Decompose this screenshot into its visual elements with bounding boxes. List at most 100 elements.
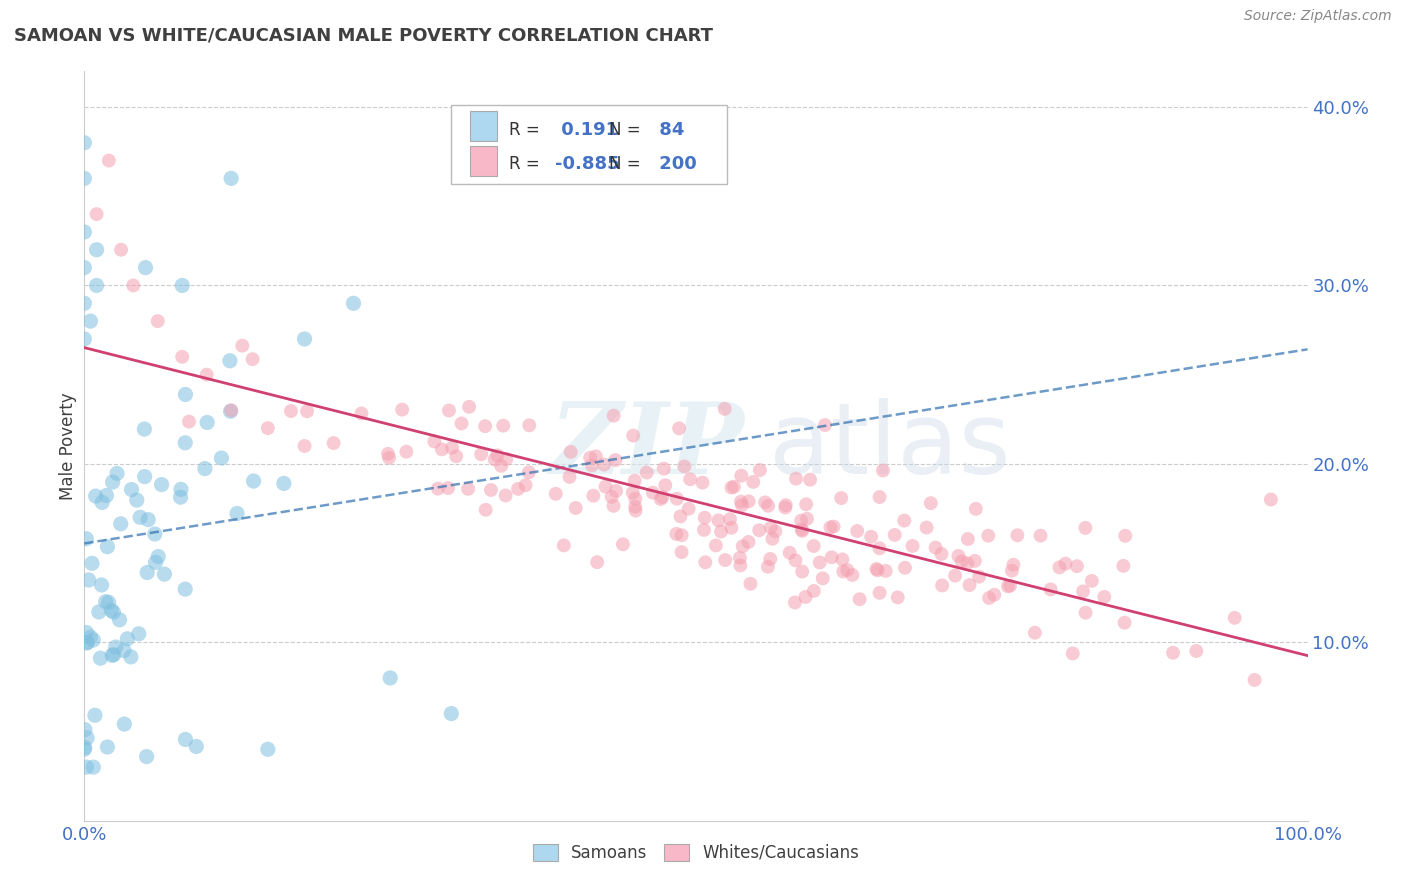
Point bbox=[967, 569, 990, 583]
Point bbox=[794, 590, 817, 604]
Point bbox=[242, 352, 264, 367]
Point bbox=[831, 552, 853, 566]
Point bbox=[86, 278, 108, 293]
Point bbox=[172, 278, 194, 293]
Point bbox=[763, 524, 786, 539]
Point bbox=[652, 461, 675, 475]
Point bbox=[641, 485, 664, 500]
Point bbox=[872, 463, 894, 477]
Point bbox=[623, 474, 645, 488]
Point bbox=[380, 671, 402, 685]
Point bbox=[486, 448, 509, 462]
Point bbox=[679, 472, 702, 486]
Point bbox=[695, 555, 717, 569]
Point bbox=[624, 503, 647, 517]
Point bbox=[1066, 559, 1088, 574]
Point bbox=[294, 439, 316, 453]
Point bbox=[450, 417, 472, 431]
Point bbox=[956, 532, 979, 546]
Point bbox=[803, 539, 825, 553]
Point bbox=[75, 532, 97, 546]
Point bbox=[96, 488, 118, 502]
Point bbox=[231, 339, 253, 353]
Point bbox=[654, 478, 676, 492]
Point bbox=[893, 514, 915, 528]
Point bbox=[602, 409, 624, 423]
Point bbox=[484, 452, 506, 467]
Point bbox=[773, 500, 796, 515]
Point bbox=[294, 332, 316, 346]
Point bbox=[186, 739, 208, 754]
Point bbox=[257, 742, 280, 756]
Point bbox=[865, 562, 887, 576]
Point bbox=[742, 475, 765, 489]
Point bbox=[1054, 557, 1077, 571]
Point bbox=[342, 296, 364, 310]
Point bbox=[956, 556, 979, 570]
Point bbox=[110, 243, 132, 257]
Point bbox=[779, 546, 801, 560]
Point bbox=[950, 554, 973, 568]
Point bbox=[748, 463, 770, 477]
Point bbox=[73, 723, 96, 737]
Point bbox=[650, 491, 672, 506]
Point bbox=[423, 434, 446, 449]
Text: 0.191: 0.191 bbox=[555, 121, 619, 139]
Point bbox=[586, 555, 609, 569]
Point bbox=[437, 403, 460, 417]
Point bbox=[128, 627, 150, 641]
Point bbox=[790, 523, 813, 537]
Point bbox=[730, 558, 752, 573]
Point bbox=[866, 563, 889, 577]
Point bbox=[470, 447, 492, 461]
Point bbox=[136, 512, 159, 526]
Point bbox=[785, 472, 807, 486]
Point bbox=[96, 540, 118, 554]
Text: N =: N = bbox=[609, 121, 645, 139]
Point bbox=[104, 640, 127, 654]
FancyBboxPatch shape bbox=[451, 105, 727, 184]
Text: atlas: atlas bbox=[769, 398, 1011, 494]
Point bbox=[997, 579, 1019, 593]
Point bbox=[295, 404, 318, 418]
Point bbox=[97, 153, 120, 168]
Point bbox=[1002, 558, 1025, 572]
Point bbox=[983, 588, 1005, 602]
Point bbox=[153, 567, 176, 582]
Point bbox=[564, 500, 586, 515]
Point bbox=[73, 171, 96, 186]
Point bbox=[76, 636, 98, 650]
Point bbox=[602, 499, 624, 513]
FancyBboxPatch shape bbox=[470, 112, 496, 142]
Point bbox=[129, 510, 152, 524]
Point bbox=[544, 487, 567, 501]
Point bbox=[427, 482, 450, 496]
Point bbox=[444, 449, 467, 463]
Point bbox=[495, 452, 517, 467]
Point bbox=[136, 566, 159, 580]
Point bbox=[91, 495, 114, 509]
Point bbox=[965, 501, 987, 516]
Point bbox=[600, 490, 623, 504]
Point bbox=[1062, 647, 1084, 661]
Point bbox=[783, 595, 806, 609]
Point bbox=[73, 742, 96, 756]
Point bbox=[785, 553, 807, 567]
Point bbox=[621, 428, 644, 442]
Point bbox=[730, 468, 752, 483]
Point bbox=[177, 415, 200, 429]
Point bbox=[82, 633, 104, 648]
Text: R =: R = bbox=[509, 121, 544, 139]
Point bbox=[174, 435, 197, 450]
Point bbox=[636, 466, 658, 480]
Point bbox=[174, 732, 197, 747]
Point bbox=[1074, 606, 1097, 620]
Point bbox=[673, 459, 696, 474]
Point bbox=[581, 458, 603, 473]
Point bbox=[731, 539, 754, 553]
Text: ZIP: ZIP bbox=[550, 398, 744, 494]
Point bbox=[756, 499, 779, 513]
Point bbox=[707, 513, 730, 527]
Point bbox=[73, 296, 96, 310]
Point bbox=[713, 401, 735, 416]
